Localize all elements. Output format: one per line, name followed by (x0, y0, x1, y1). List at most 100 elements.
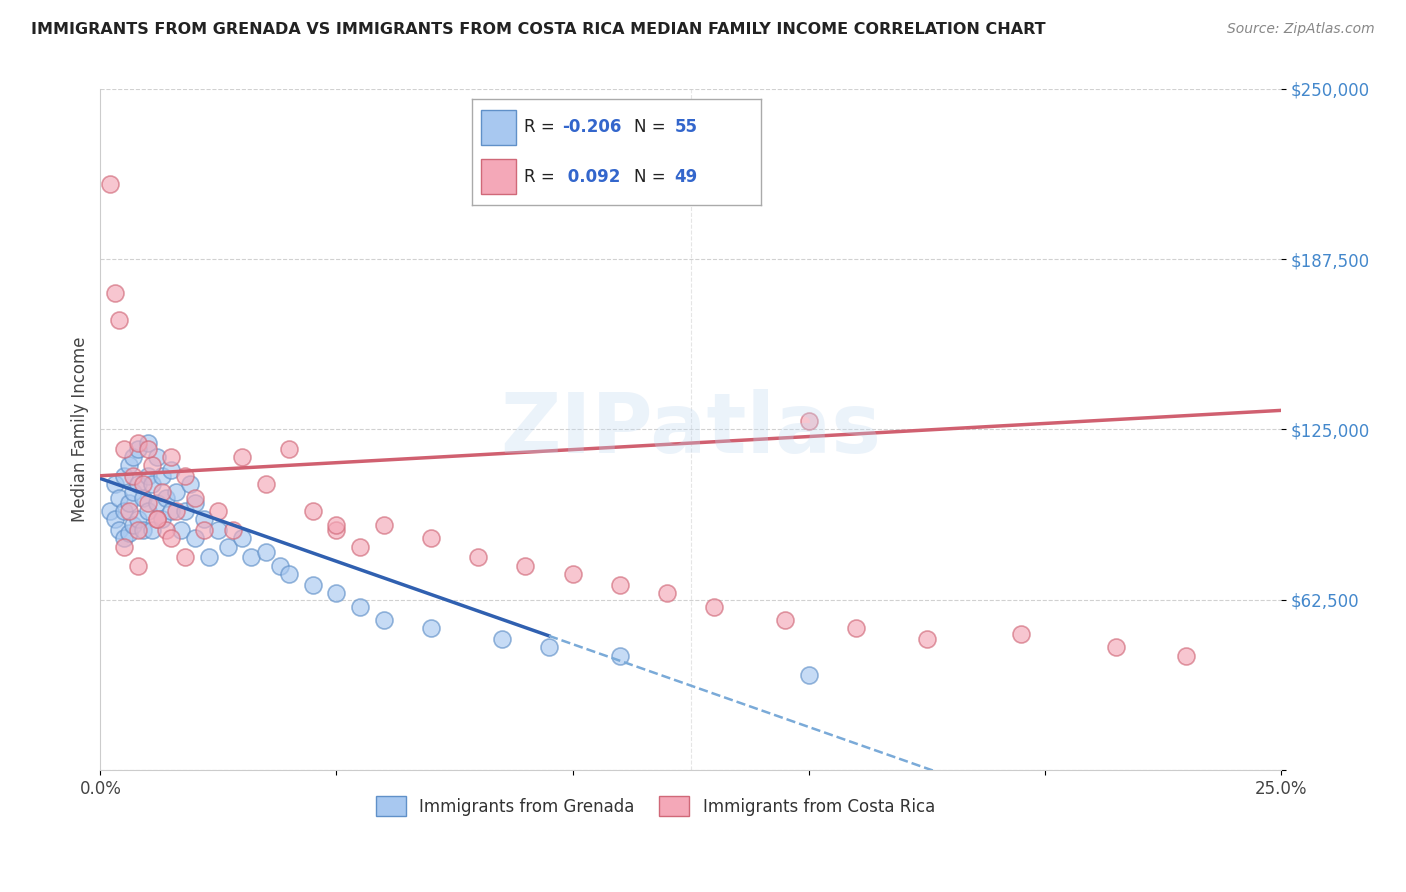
Point (278, 566, 301, 581)
Point (146, 512, 169, 526)
Point (269, 558, 291, 573)
Point (127, 477, 149, 491)
Point (160, 463, 183, 477)
Point (537, 640, 560, 655)
Point (108, 523, 131, 537)
Legend: Immigrants from Grenada, Immigrants from Costa Rica: Immigrants from Grenada, Immigrants from… (368, 789, 942, 823)
Point (136, 436, 159, 450)
Point (136, 496, 159, 510)
Point (127, 436, 149, 450)
Point (207, 523, 229, 537)
Point (915, 632, 938, 647)
Point (155, 491, 177, 505)
Point (160, 450, 183, 464)
Point (302, 578, 325, 592)
Point (373, 613, 395, 627)
Point (198, 550, 221, 565)
Point (302, 504, 325, 518)
Point (160, 504, 183, 518)
Point (160, 532, 183, 546)
Point (146, 512, 169, 526)
Point (112, 442, 135, 456)
Point (240, 550, 263, 565)
Point (349, 599, 371, 614)
Point (165, 504, 187, 518)
Point (491, 632, 513, 647)
Point (118, 526, 141, 541)
Point (127, 442, 149, 456)
Point (146, 496, 169, 510)
Point (141, 477, 163, 491)
Point (703, 599, 725, 614)
Point (845, 621, 868, 635)
Point (132, 477, 155, 491)
Text: Source: ZipAtlas.com: Source: ZipAtlas.com (1227, 22, 1375, 37)
Point (141, 458, 163, 472)
Point (207, 504, 229, 518)
Point (515, 558, 537, 573)
Point (184, 496, 207, 510)
Point (797, 667, 820, 681)
Point (127, 523, 149, 537)
Point (609, 648, 631, 663)
Point (150, 468, 173, 483)
Y-axis label: Median Family Income: Median Family Income (72, 336, 89, 522)
Text: IMMIGRANTS FROM GRENADA VS IMMIGRANTS FROM COSTA RICA MEDIAN FAMILY INCOME CORRE: IMMIGRANTS FROM GRENADA VS IMMIGRANTS FR… (31, 22, 1046, 37)
Point (561, 566, 583, 581)
Point (231, 532, 253, 546)
Point (174, 550, 197, 565)
Point (103, 512, 125, 526)
Point (217, 540, 239, 554)
Point (174, 504, 197, 518)
Point (419, 532, 441, 546)
Point (146, 450, 169, 464)
Point (136, 504, 159, 518)
Point (136, 442, 159, 456)
Point (122, 485, 145, 500)
Point (184, 532, 207, 546)
Point (150, 485, 173, 500)
Text: ZIPatlas: ZIPatlas (501, 389, 882, 470)
Point (467, 550, 489, 565)
Point (325, 586, 347, 600)
Point (118, 496, 141, 510)
Point (254, 545, 277, 559)
Point (349, 540, 371, 554)
Point (122, 517, 145, 532)
Point (278, 442, 301, 456)
Point (108, 491, 131, 505)
Point (609, 578, 631, 592)
Point (773, 613, 796, 627)
Point (136, 468, 159, 483)
Point (98, 178, 121, 192)
Point (419, 621, 441, 635)
Point (193, 523, 215, 537)
Point (1175, 648, 1198, 663)
Point (165, 485, 187, 500)
Point (112, 468, 135, 483)
Point (103, 477, 125, 491)
Point (127, 512, 149, 526)
Point (325, 517, 347, 532)
Point (118, 504, 141, 518)
Point (103, 286, 125, 301)
Point (231, 450, 253, 464)
Point (112, 532, 135, 546)
Point (254, 477, 277, 491)
Point (1010, 627, 1032, 641)
Point (132, 491, 155, 505)
Point (193, 512, 215, 526)
Point (1104, 640, 1126, 655)
Point (179, 477, 201, 491)
Point (108, 313, 131, 327)
Point (122, 468, 145, 483)
Point (127, 558, 149, 573)
Point (325, 523, 347, 537)
Point (122, 450, 145, 464)
Point (141, 523, 163, 537)
Point (373, 517, 395, 532)
Point (184, 491, 207, 505)
Point (221, 523, 243, 537)
Point (655, 586, 678, 600)
Point (132, 523, 155, 537)
